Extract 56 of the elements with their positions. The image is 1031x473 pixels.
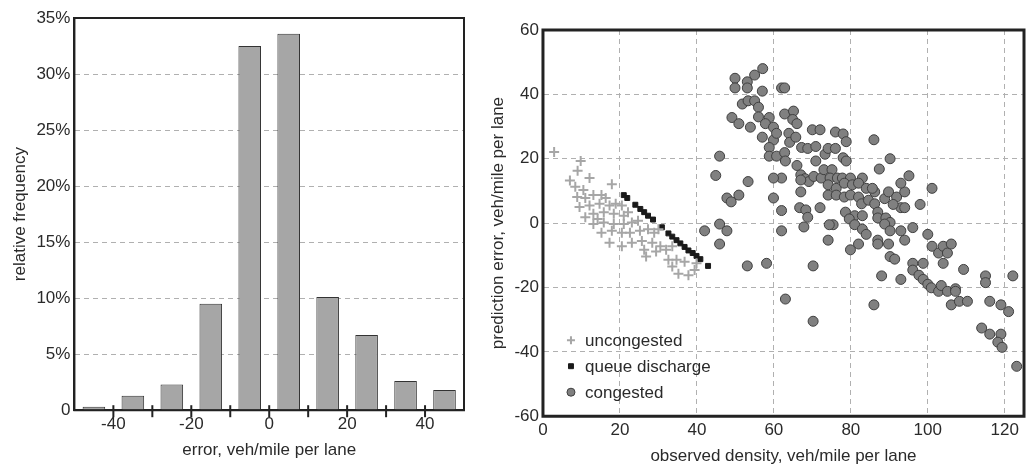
point — [624, 195, 631, 201]
point — [603, 236, 616, 249]
x-tick-label: -40 — [101, 414, 126, 434]
x-tick-label: 40 — [415, 414, 435, 434]
point — [605, 178, 618, 191]
x-tick-label: 0 — [264, 414, 274, 434]
x-tick-label: 40 — [687, 420, 707, 440]
point — [615, 240, 628, 253]
point — [670, 253, 683, 266]
y-tick-label: 5% — [45, 343, 71, 363]
x-tick-label: 20 — [337, 414, 357, 434]
y-tick-label: 20% — [36, 175, 71, 195]
point — [652, 223, 665, 236]
point — [669, 233, 676, 240]
y-tick-label: -60 — [514, 405, 539, 425]
point — [697, 256, 704, 263]
legend-label: queue discharge — [584, 356, 711, 376]
y-tick-label: 20 — [520, 148, 539, 168]
point — [678, 255, 691, 268]
point — [682, 269, 695, 282]
point — [666, 240, 679, 253]
y-tick-label: -20 — [514, 277, 539, 297]
point — [677, 240, 684, 247]
legend-label: uncongested — [584, 330, 683, 350]
y-tick-label: 0 — [60, 399, 71, 419]
point — [571, 164, 584, 177]
point — [650, 216, 657, 223]
point — [625, 236, 638, 249]
x-tick-label: 60 — [764, 420, 784, 440]
y-axis-title: prediction error, veh/mile per lane — [487, 96, 507, 350]
y-tick-label: 25% — [36, 119, 71, 139]
x-tick-label: 100 — [913, 420, 942, 440]
x-axis-title: error, veh/mile per lane — [182, 440, 357, 460]
y-axis-title: relative frequency — [9, 146, 29, 282]
y-tick-label: 35% — [36, 7, 71, 27]
point — [685, 247, 692, 254]
point — [615, 226, 628, 239]
y-tick-label: 15% — [36, 231, 71, 251]
point — [690, 257, 703, 270]
y-tick-label: -40 — [514, 341, 539, 361]
point — [632, 201, 639, 208]
point — [595, 226, 608, 239]
point — [705, 262, 712, 269]
x-tick-label: -20 — [179, 414, 204, 434]
legend-label: congested — [584, 382, 664, 402]
y-tick-label: 40 — [520, 84, 539, 104]
y-tick-label: 0 — [529, 212, 539, 232]
point — [605, 224, 618, 237]
point — [645, 212, 651, 219]
y-tick-label: 10% — [36, 287, 71, 307]
y-tick-label: 30% — [36, 63, 71, 83]
y-tick-label: 60 — [520, 19, 539, 39]
x-tick-label: 80 — [841, 420, 861, 440]
x-tick-label: 120 — [990, 420, 1019, 440]
x-axis-title: observed density, veh/mile per lane — [650, 446, 917, 466]
x-tick-label: 20 — [610, 420, 630, 440]
